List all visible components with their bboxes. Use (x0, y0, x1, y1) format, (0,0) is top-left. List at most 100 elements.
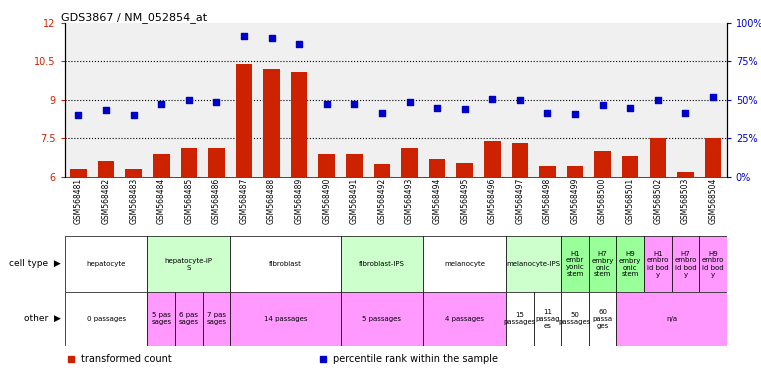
Text: 0 passages: 0 passages (87, 316, 126, 322)
Bar (589, 292, 616, 346)
Bar (511, 143, 528, 177)
Bar (341, 236, 423, 292)
Text: percentile rank within the sample: percentile rank within the sample (333, 354, 498, 364)
Text: fibroblast-IPS: fibroblast-IPS (359, 261, 405, 267)
Text: cell type  ▶: cell type ▶ (9, 260, 61, 268)
Text: GSM568486: GSM568486 (212, 178, 221, 224)
Point (597, 102, 609, 108)
Bar (126, 169, 142, 177)
Text: H9
embro
id bod
y: H9 embro id bod y (702, 250, 724, 278)
Point (320, 101, 333, 107)
Bar (423, 292, 506, 346)
Text: GSM568490: GSM568490 (322, 178, 331, 224)
Text: 50
passages: 50 passages (559, 312, 591, 325)
Point (238, 33, 250, 39)
Text: GSM568495: GSM568495 (460, 178, 470, 224)
Bar (423, 236, 506, 292)
Point (72, 112, 84, 118)
Point (486, 96, 498, 102)
Point (155, 101, 167, 107)
Bar (429, 159, 445, 177)
Bar (533, 292, 561, 346)
Text: H9
embry
onic
stem: H9 embry onic stem (619, 250, 642, 278)
Bar (644, 236, 671, 292)
Point (293, 40, 305, 46)
Bar (699, 236, 727, 292)
Bar (594, 151, 611, 177)
Bar (175, 292, 202, 346)
Bar (589, 236, 616, 292)
Point (210, 99, 222, 106)
Text: GSM568501: GSM568501 (626, 178, 635, 224)
Text: 5 pas
sages: 5 pas sages (151, 312, 171, 325)
Text: GSM568498: GSM568498 (543, 178, 552, 224)
Point (183, 97, 195, 103)
Bar (539, 166, 556, 177)
Text: GSM568481: GSM568481 (74, 178, 83, 224)
Text: GSM568488: GSM568488 (267, 178, 276, 224)
Text: GSM568489: GSM568489 (295, 178, 304, 224)
Point (569, 111, 581, 117)
Point (100, 107, 112, 113)
Bar (705, 138, 721, 177)
Text: GSM568485: GSM568485 (184, 178, 193, 224)
Text: 14 passages: 14 passages (263, 316, 307, 322)
Bar (484, 141, 501, 177)
Text: n/a: n/a (666, 316, 677, 322)
Text: GDS3867 / NM_052854_at: GDS3867 / NM_052854_at (62, 12, 208, 23)
Bar (230, 236, 340, 292)
Text: GSM568484: GSM568484 (157, 178, 166, 224)
Bar (616, 292, 727, 346)
Bar (65, 292, 148, 346)
Text: GSM568499: GSM568499 (571, 178, 580, 224)
Bar (97, 161, 114, 177)
Bar (202, 292, 230, 346)
Text: transformed count: transformed count (81, 354, 172, 364)
Text: 6 pas
sages: 6 pas sages (179, 312, 199, 325)
Text: H7
embry
onic
stem: H7 embry onic stem (591, 250, 614, 278)
Bar (671, 236, 699, 292)
Bar (148, 292, 175, 346)
Text: melanocyte: melanocyte (444, 261, 486, 267)
Bar (291, 72, 307, 177)
Point (707, 94, 719, 100)
Text: GSM568504: GSM568504 (708, 178, 718, 224)
Bar (677, 172, 694, 177)
Point (128, 112, 140, 118)
Text: GSM568496: GSM568496 (488, 178, 497, 224)
Bar (318, 154, 335, 177)
Bar (401, 149, 418, 177)
Text: 4 passages: 4 passages (445, 316, 484, 322)
Bar (561, 292, 589, 346)
Text: hepatocyte-iP
S: hepatocyte-iP S (165, 258, 213, 270)
Point (651, 97, 664, 103)
Point (376, 109, 388, 116)
Text: GSM568492: GSM568492 (377, 178, 387, 224)
Bar (230, 292, 340, 346)
Text: GSM568503: GSM568503 (681, 178, 690, 224)
Text: GSM568497: GSM568497 (515, 178, 524, 224)
Bar (506, 236, 561, 292)
Bar (567, 166, 584, 177)
Text: GSM568500: GSM568500 (598, 178, 607, 224)
Text: GSM568491: GSM568491 (350, 178, 359, 224)
Text: GSM568494: GSM568494 (432, 178, 441, 224)
Bar (263, 69, 280, 177)
Bar (153, 154, 170, 177)
Text: other  ▶: other ▶ (24, 314, 61, 323)
Text: GSM568502: GSM568502 (653, 178, 662, 224)
Text: 15
passages: 15 passages (504, 312, 536, 325)
Text: H1
embr
yonic
stem: H1 embr yonic stem (565, 250, 584, 278)
Bar (561, 236, 589, 292)
Text: GSM568487: GSM568487 (240, 178, 249, 224)
Point (266, 35, 278, 41)
Bar (506, 292, 533, 346)
Bar (346, 154, 362, 177)
Point (624, 104, 636, 111)
Text: fibroblast: fibroblast (269, 261, 302, 267)
Point (459, 106, 471, 112)
Text: hepatocyte: hepatocyte (87, 261, 126, 267)
Bar (341, 292, 423, 346)
Point (403, 99, 416, 106)
Text: melanocyte-IPS: melanocyte-IPS (507, 261, 561, 267)
